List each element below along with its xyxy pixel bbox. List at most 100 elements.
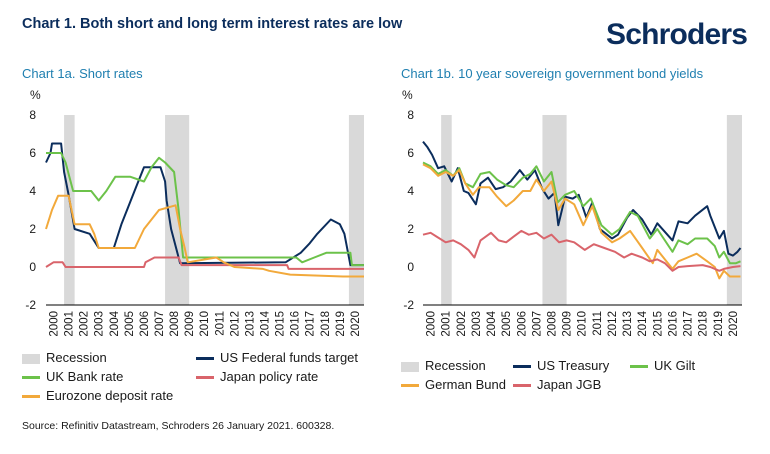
chart-1a-xtick-label: 2005: [124, 311, 136, 337]
chart-1b-legend-item: German Bund: [401, 377, 506, 392]
chart-1b-ytick-label: 6: [407, 146, 414, 160]
chart-1b-series-japan-jgb: [422, 229, 741, 272]
chart-1b-xtick-label: 2009: [562, 311, 574, 337]
chart-1b-ytick-label: 4: [407, 184, 414, 198]
chart-1a-legend-item: Eurozone deposit rate: [22, 388, 173, 403]
legend-swatch: [22, 395, 40, 399]
legend-label: UK Gilt: [654, 358, 696, 373]
chart-1a-legend-item: UK Bank rate: [22, 369, 123, 384]
chart-1a-ytick-label: 0: [29, 260, 36, 274]
chart-1b-xtick-label: 2014: [637, 310, 649, 336]
chart-1a-xtick-label: 2003: [94, 311, 106, 337]
chart-1a-xtick-label: 2009: [184, 311, 196, 337]
chart-1a-xtick-label: 2013: [244, 311, 256, 337]
chart-1b-title: Chart 1b. 10 year sovereign government b…: [401, 66, 704, 81]
chart-1b-ytick-label: 8: [407, 108, 414, 122]
chart-1b-xtick-label: 2006: [516, 311, 528, 337]
chart-1b-xtick-label: 2015: [652, 311, 664, 337]
chart-1a-recession-band: [348, 115, 364, 305]
chart-1a-xtick-label: 2011: [214, 311, 226, 336]
chart-1a-recession-band: [64, 115, 75, 305]
chart-1a-series-eurozone-deposit-rate: [45, 194, 364, 278]
chart-1b-ylabel: %: [402, 88, 413, 102]
schroders-logo: Schroders: [606, 18, 748, 51]
chart-1a-xtick-label: 2019: [335, 311, 347, 337]
chart-1b-xtick-label: 2004: [486, 310, 498, 336]
chart-1a-xtick-label: 2000: [49, 311, 61, 337]
chart-1a-xtick-label: 2006: [139, 311, 151, 337]
chart-1a-xtick-label: 2007: [154, 311, 166, 337]
legend-label: US Treasury: [537, 358, 610, 373]
chart-1b-xtick-label: 2019: [713, 311, 725, 337]
chart-1a-xtick-label: 2016: [290, 311, 302, 337]
chart-1b-ytick-label: -2: [403, 298, 414, 312]
chart-1b-xtick-label: 2003: [471, 311, 483, 337]
chart-1a-ylabel: %: [30, 88, 41, 102]
chart-1b-xtick-label: 2011: [592, 311, 604, 336]
chart-1a-xtick-label: 2004: [109, 310, 121, 336]
legend-swatch: [401, 384, 419, 388]
legend-label: UK Bank rate: [46, 369, 124, 384]
chart-1b-xtick-label: 2020: [728, 311, 740, 337]
chart-1a-xtick-label: 2020: [350, 311, 362, 337]
legend-swatch: [401, 361, 419, 372]
chart-1a-ytick-label: 2: [29, 222, 36, 236]
chart-1a-xtick-label: 2018: [320, 311, 332, 337]
chart-1b-series-german-bund: [422, 163, 741, 280]
chart-1b-ytick-label: 0: [407, 260, 414, 274]
source-note: Source: Refinitiv Datastream, Schroders …: [22, 420, 335, 432]
main-title: Chart 1. Both short and long term intere…: [22, 16, 403, 32]
legend-swatch: [22, 376, 40, 380]
chart-1a-series-japan-policy-rate: [45, 256, 364, 270]
legend-swatch: [513, 384, 531, 388]
chart-1b-xtick-label: 2016: [667, 311, 679, 337]
chart-1a-title: Chart 1a. Short rates: [22, 66, 143, 81]
chart-1a-xtick-label: 2002: [79, 311, 91, 337]
legend-swatch: [196, 376, 214, 380]
chart-1b-series-us-treasury: [422, 140, 742, 257]
chart-1a-ytick-label: 8: [29, 108, 36, 122]
chart-1b-ytick-label: 2: [407, 222, 414, 236]
legend-label: Eurozone deposit rate: [46, 388, 174, 403]
chart-1b-xtick-label: 2010: [577, 311, 589, 337]
chart-1b-legend-item: Japan JGB: [513, 377, 601, 392]
chart-1b-xtick-label: 2012: [607, 311, 619, 337]
chart-1a-xtick-label: 2010: [199, 311, 211, 337]
legend-swatch: [22, 353, 40, 364]
chart-1b-recession-band: [441, 115, 452, 305]
chart-1b-legend-item: US Treasury: [513, 358, 609, 373]
chart-1a-xtick-label: 2017: [305, 311, 317, 337]
legend-swatch: [196, 357, 214, 361]
chart-1b-legend-item: UK Gilt: [630, 358, 695, 373]
legend-label: US Federal funds target: [220, 350, 359, 365]
legend-label: Recession: [425, 358, 486, 373]
chart-1a-legend-item: Recession: [22, 350, 107, 365]
chart-1b-series-uk-gilt: [422, 161, 741, 265]
legend-label: German Bund: [425, 377, 506, 392]
chart-1b-legend-item: Recession: [401, 358, 486, 373]
chart-1b-xtick-label: 2013: [622, 311, 634, 337]
legend-label: Japan policy rate: [220, 369, 319, 384]
chart-1b-xtick-label: 2008: [547, 311, 559, 337]
chart-1a-xtick-label: 2015: [275, 311, 287, 337]
chart-1b-xtick-label: 2017: [683, 311, 695, 337]
chart-1a-xtick-label: 2012: [229, 311, 241, 337]
chart-1b-recession-band: [726, 115, 742, 305]
chart-1a-xtick-label: 2014: [260, 310, 272, 336]
chart-1b-xtick-label: 2002: [456, 311, 468, 337]
chart-1a-legend-item: Japan policy rate: [196, 369, 318, 384]
chart-1a-xtick-label: 2008: [169, 311, 181, 337]
chart-1b-recession-band: [542, 115, 567, 305]
chart-1a-series-uk-bank-rate: [46, 152, 364, 267]
chart-1a-xtick-label: 2001: [64, 311, 76, 337]
legend-swatch: [513, 365, 531, 369]
chart-1b-xtick-label: 2005: [501, 311, 513, 337]
legend-label: Japan JGB: [537, 377, 602, 392]
chart-1b-xtick-label: 2007: [531, 311, 543, 337]
legend-label: Recession: [46, 350, 107, 365]
chart-1a-ytick-label: 4: [29, 184, 36, 198]
chart-1b-xtick-label: 2001: [441, 311, 453, 337]
chart-1a-ytick-label: -2: [25, 298, 36, 312]
